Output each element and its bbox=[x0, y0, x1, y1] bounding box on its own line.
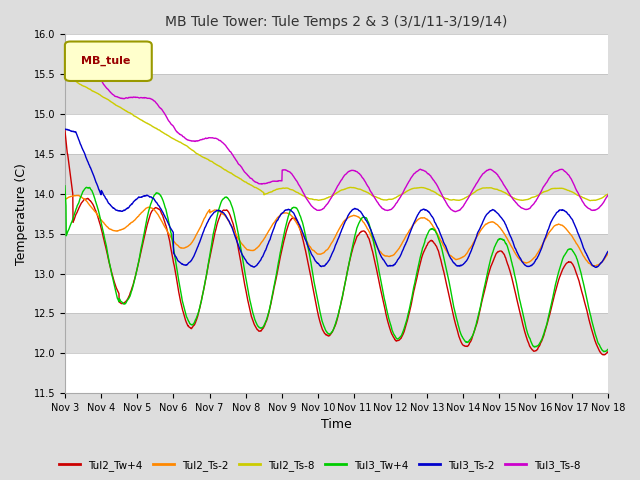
Bar bbox=[65, 35, 608, 74]
FancyBboxPatch shape bbox=[65, 41, 152, 81]
Y-axis label: Temperature (C): Temperature (C) bbox=[15, 163, 28, 264]
Bar bbox=[65, 274, 608, 313]
Bar bbox=[65, 313, 608, 353]
Bar bbox=[65, 154, 608, 194]
X-axis label: Time: Time bbox=[321, 419, 352, 432]
Bar bbox=[65, 74, 608, 114]
Bar bbox=[65, 114, 608, 154]
Bar bbox=[65, 353, 608, 393]
Text: MB_tule: MB_tule bbox=[81, 56, 131, 66]
Bar bbox=[65, 194, 608, 234]
Title: MB Tule Tower: Tule Temps 2 & 3 (3/1/11-3/19/14): MB Tule Tower: Tule Temps 2 & 3 (3/1/11-… bbox=[165, 15, 508, 29]
Legend: Tul2_Tw+4, Tul2_Ts-2, Tul2_Ts-8, Tul3_Tw+4, Tul3_Ts-2, Tul3_Ts-8: Tul2_Tw+4, Tul2_Ts-2, Tul2_Ts-8, Tul3_Tw… bbox=[55, 456, 585, 475]
Bar bbox=[65, 234, 608, 274]
